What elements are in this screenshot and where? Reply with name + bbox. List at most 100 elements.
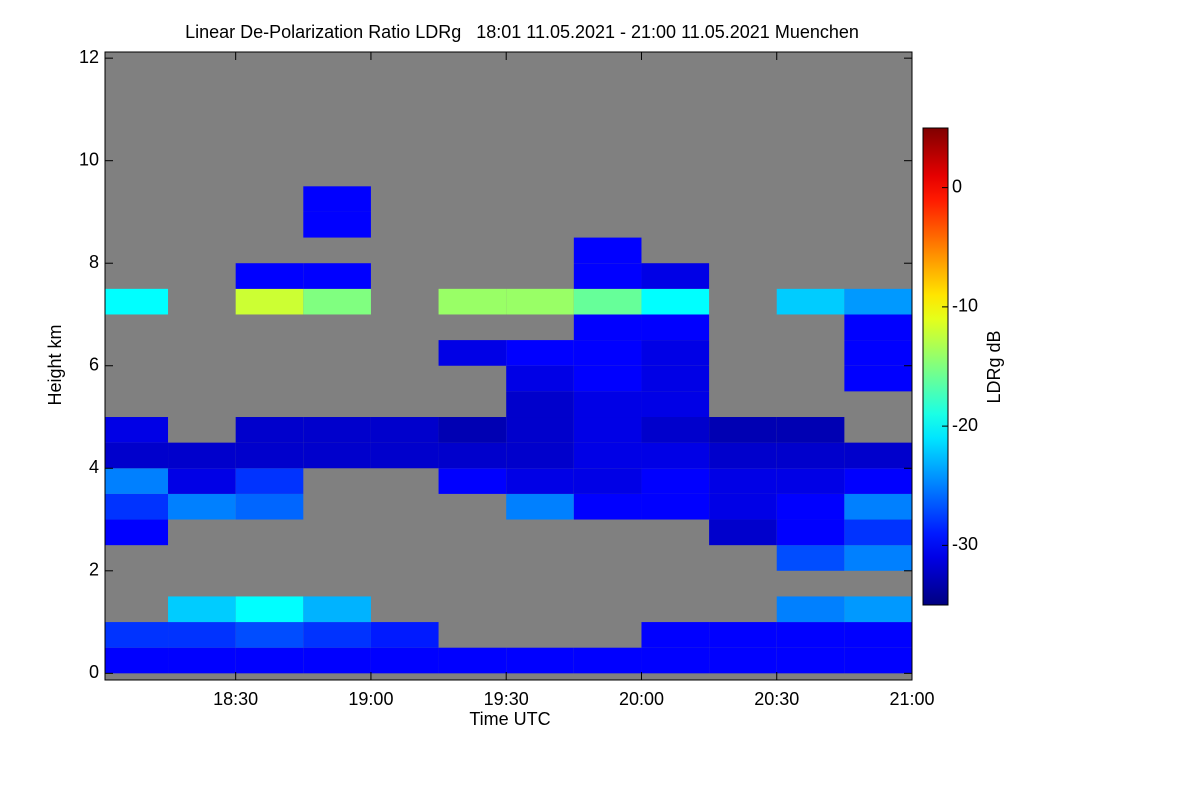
heatmap-cell (303, 186, 371, 212)
heatmap-cell (776, 622, 845, 648)
heatmap-cell (303, 288, 371, 315)
heatmap-cell (370, 622, 439, 648)
heatmap-cell (506, 340, 574, 366)
heatmap-cell (506, 391, 574, 418)
x-tick-label: 21:00 (889, 689, 934, 709)
heatmap-cell (844, 519, 912, 546)
heatmap-cell (709, 417, 777, 443)
heatmap-cell (844, 493, 912, 520)
heatmap-cell (573, 442, 642, 469)
heatmap-cell (573, 288, 642, 315)
heatmap-cell (844, 596, 912, 623)
heatmap-cell (709, 493, 777, 520)
colorbar-tick-label: 0 (952, 176, 962, 196)
heatmap-cell (776, 288, 845, 315)
heatmap-cell (844, 288, 912, 315)
y-tick-label: 10 (79, 149, 99, 169)
heatmap-cell (438, 417, 507, 443)
y-tick-label: 12 (79, 47, 99, 67)
heatmap-cell (105, 468, 169, 494)
heatmap-cell (776, 596, 845, 623)
y-tick-label: 8 (89, 252, 99, 272)
heatmap-cell (641, 468, 710, 494)
heatmap-cell (641, 647, 710, 674)
heatmap-cell (438, 468, 507, 494)
x-tick-label: 20:00 (619, 689, 664, 709)
heatmap-cell (641, 622, 710, 648)
heatmap-cell (168, 468, 236, 494)
x-tick-label: 18:30 (213, 689, 258, 709)
heatmap-cell (105, 622, 169, 648)
heatmap-cell (506, 288, 574, 315)
heatmap-cell (168, 622, 236, 648)
colorbar-tick-label: -20 (952, 415, 978, 435)
heatmap-cell (235, 622, 304, 648)
heatmap-cell (303, 647, 371, 674)
heatmap-cell (303, 442, 371, 469)
heatmap-cell (573, 263, 642, 289)
heatmap-cell (105, 647, 169, 674)
x-tick-label: 19:00 (348, 689, 393, 709)
heatmap-cell (235, 263, 304, 289)
x-axis-label: Time UTC (469, 709, 550, 729)
heatmap-cell (776, 519, 845, 546)
heatmap-cell (235, 468, 304, 494)
heatmap-cell (438, 288, 507, 315)
heatmap-cell (844, 647, 912, 674)
heatmap-cell (776, 493, 845, 520)
y-tick-label: 0 (89, 662, 99, 682)
heatmap-cell (303, 596, 371, 623)
heatmap-cell (573, 340, 642, 366)
heatmap-cell (235, 647, 304, 674)
heatmap-cell (573, 237, 642, 264)
heatmap-cell (776, 647, 845, 674)
heatmap-cell (168, 442, 236, 469)
heatmap-cell (105, 519, 169, 546)
heatmap-cell (776, 417, 845, 443)
heatmap-cell (641, 442, 710, 469)
heatmap-cell (844, 340, 912, 366)
heatmap-cell (573, 417, 642, 443)
heatmap-cell (105, 417, 169, 443)
heatmap-cell (370, 647, 439, 674)
heatmap-cell (573, 391, 642, 418)
heatmap-cell (168, 647, 236, 674)
heatmap-cell (370, 442, 439, 469)
heatmap-cell (641, 391, 710, 418)
chart-title: Linear De-Polarization Ratio LDRg 18:01 … (185, 22, 859, 42)
colorbar-tick-label: -30 (952, 534, 978, 554)
heatmap-cell (641, 365, 710, 392)
heatmap-cell (168, 596, 236, 623)
heatmap-cell (573, 647, 642, 674)
heatmap-cell (235, 288, 304, 315)
y-tick-label: 2 (89, 560, 99, 580)
heatmap-cell (776, 442, 845, 469)
heatmap-cell (641, 340, 710, 366)
heatmap-cell (844, 545, 912, 571)
heatmap-cell (573, 365, 642, 392)
colorbar-label: LDRg dB (984, 330, 1004, 403)
heatmap-cell (506, 493, 574, 520)
heatmap-cell (438, 647, 507, 674)
heatmap-cell (438, 340, 507, 366)
heatmap-cell (641, 314, 710, 341)
heatmap-cell (506, 417, 574, 443)
y-axis-label: Height km (45, 324, 65, 405)
heatmap-cell (105, 288, 169, 315)
heatmap-cell (573, 468, 642, 494)
heatmap-cell (641, 288, 710, 315)
heatmap-cell (506, 442, 574, 469)
x-tick-label: 20:30 (754, 689, 799, 709)
heatmap-cell (709, 468, 777, 494)
heatmap-cell (303, 211, 371, 238)
x-tick-label: 19:30 (484, 689, 529, 709)
heatmap-cell (235, 417, 304, 443)
heatmap-cell (641, 263, 710, 289)
heatmap-cell (105, 493, 169, 520)
heatmap-cell (506, 468, 574, 494)
heatmap-cell (303, 622, 371, 648)
heatmap-cell (235, 442, 304, 469)
heatmap-cell (105, 442, 169, 469)
heatmap-cell (844, 314, 912, 341)
